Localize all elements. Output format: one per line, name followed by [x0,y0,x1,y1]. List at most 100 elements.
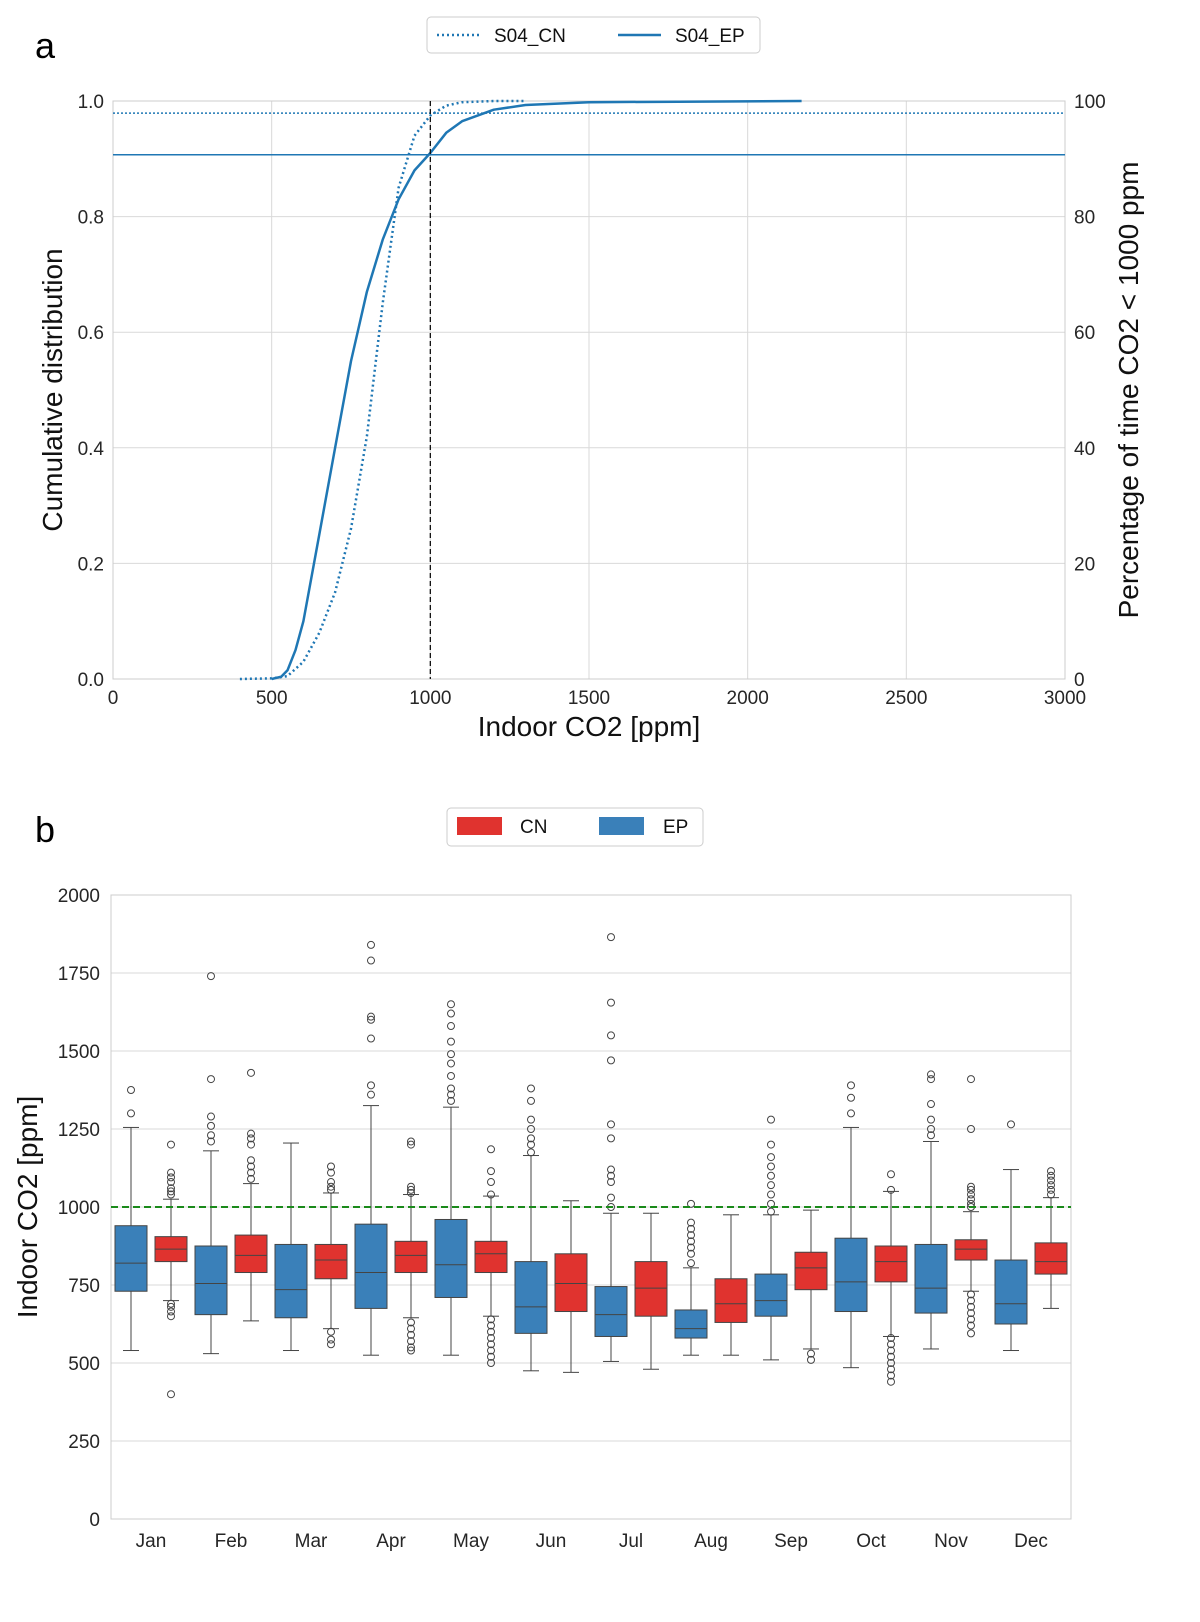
outlier-point [407,1182,415,1191]
box-EP-Sep [754,1115,788,1361]
outlier-point [887,1371,895,1380]
outlier-point [527,1140,535,1149]
outlier-point [327,1340,335,1349]
outlier-point [687,1259,695,1268]
box-EP-Dec [994,1120,1028,1352]
outlier-point [527,1096,535,1105]
panel-b: b 0 250 500 750 1000 1250 1500 1750 2000 Jan Feb Ma… [12,807,1072,1552]
box-iqr [714,1278,748,1323]
box-iqr [634,1261,668,1317]
panel-a-label: a [35,25,56,66]
outlier-point [207,1112,215,1121]
outlier-point [487,1327,495,1336]
box-EP-Jun [514,1084,548,1372]
outlier-point [927,1125,935,1133]
outlier-point [767,1190,775,1199]
panel-b-label: b [35,809,55,850]
outlier-point [1047,1185,1055,1194]
outlier-point [247,1140,255,1149]
outlier-point [127,1109,135,1118]
outlier-point [887,1352,895,1361]
outlier-point [967,1321,975,1330]
outlier-point [367,1090,375,1099]
y-right-tick-label: 20 [1074,554,1095,575]
outlier-point [887,1185,895,1194]
outlier-point [807,1355,815,1364]
box-CN-Mar [314,1162,348,1349]
outlier-point [967,1315,975,1324]
outlier-point [167,1187,175,1196]
outlier-point [1047,1171,1055,1180]
box-iqr [994,1259,1028,1325]
outlier-point [927,1131,935,1140]
y-tick-label: 1000 [58,1198,100,1219]
outlier-point [167,1190,175,1199]
outlier-point [487,1190,495,1199]
outlier-point [407,1346,415,1355]
legend-label-ep: EP [663,817,688,838]
y-tick-label: 250 [68,1432,100,1453]
outlier-point [407,1137,415,1146]
outlier-point [927,1115,935,1124]
legend-swatch-cn [457,817,502,835]
panel-a-legend: S04_CN S04_EP [426,16,761,54]
outlier-point [207,972,215,981]
x-tick-label: 500 [256,688,288,709]
outlier-point [407,1188,415,1197]
outlier-point [767,1140,775,1149]
outlier-point [967,1309,975,1318]
box-iqr [274,1243,308,1319]
box-EP-May [434,1000,468,1356]
box-iqr [834,1237,868,1313]
x-tick-label: Feb [215,1531,248,1552]
outlier-point [487,1145,495,1154]
outlier-point [407,1330,415,1339]
box-iqr [514,1261,548,1334]
x-tick-label: Sep [774,1531,808,1552]
outlier-point [887,1377,895,1386]
outlier-point [327,1162,335,1171]
x-tick-label: Mar [295,1531,328,1552]
box-iqr [874,1245,908,1283]
box-CN-Nov [954,1075,988,1338]
outlier-point [687,1231,695,1240]
outlier-point [447,1037,455,1046]
box-EP-Oct [834,1081,868,1369]
panel-a-ylabel: Cumulative distribution [37,248,68,531]
outlier-point [167,1140,175,1149]
outlier-point [327,1178,335,1187]
outlier-point [167,1173,175,1182]
outlier-point [487,1334,495,1343]
outlier-point [247,1174,255,1183]
y-tick-label: 0 [89,1510,100,1531]
outlier-point [247,1156,255,1165]
box-iqr [314,1243,348,1280]
outlier-point [687,1237,695,1246]
outlier-point [607,1193,615,1202]
outlier-point [887,1334,895,1343]
outlier-point [447,1096,455,1105]
outlier-point [487,1359,495,1367]
x-tick-label: Dec [1014,1531,1048,1552]
box-iqr [434,1218,468,1298]
outlier-point [687,1249,695,1258]
outlier-point [967,1075,975,1084]
y-right-tick-label: 0 [1074,670,1085,691]
x-tick-label: Aug [694,1531,728,1552]
outlier-point [167,1299,175,1308]
panel-b-ticks: 0 250 500 750 1000 1250 1500 1750 2000 Jan Feb Mar A… [58,886,1048,1552]
box-iqr [754,1273,788,1317]
y-tick-label: 500 [68,1354,100,1375]
outlier-point [607,998,615,1007]
outlier-point [847,1081,855,1090]
outlier-point [1007,1120,1015,1129]
outlier-point [607,1171,615,1180]
box-EP-Aug [674,1199,708,1356]
outlier-point [607,1165,615,1174]
panel-a-series [113,99,1065,681]
y-right-tick-label: 100 [1074,92,1106,113]
y-tick-label: 1.0 [78,92,104,113]
outlier-point [687,1199,695,1208]
box-CN-Apr [394,1137,428,1355]
legend-label-cn: S04_CN [494,26,566,47]
